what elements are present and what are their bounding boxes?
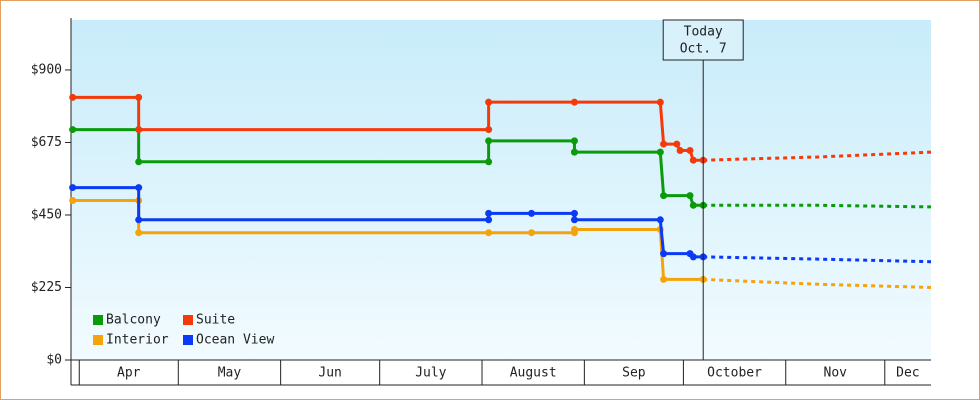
legend-swatch [183, 335, 193, 345]
price-point [135, 93, 143, 101]
y-tick-label: $225 [31, 280, 62, 295]
price-point [69, 126, 77, 134]
price-point [660, 275, 668, 283]
legend-label: Balcony [106, 313, 161, 328]
price-point [135, 126, 143, 134]
price-point [135, 216, 143, 224]
price-point [135, 158, 143, 166]
price-point [135, 184, 143, 192]
price-point [689, 201, 697, 209]
price-point [660, 192, 668, 200]
legend-label: Interior [106, 333, 169, 348]
price-point [686, 147, 694, 155]
legend-swatch [93, 335, 103, 345]
x-tick-label: Jun [318, 366, 341, 381]
price-point [570, 148, 578, 156]
forecast-line [703, 255, 932, 264]
price-point [570, 225, 578, 233]
price-point [528, 229, 536, 237]
x-tick-label: August [510, 366, 557, 381]
price-point [570, 137, 578, 145]
price-point [660, 250, 668, 258]
price-point [485, 126, 493, 134]
price-point [528, 209, 536, 217]
x-tick-label: May [218, 366, 242, 381]
y-tick-label: $900 [31, 62, 62, 77]
x-tick-label: Dec [896, 366, 919, 381]
y-tick-label: $0 [46, 353, 62, 368]
price-point [686, 192, 694, 200]
price-point [689, 156, 697, 164]
price-point [485, 158, 493, 166]
x-tick-label: July [415, 366, 446, 381]
x-tick-label: Sep [622, 366, 646, 381]
forecast-line [703, 150, 932, 162]
price-point [485, 229, 493, 237]
y-tick-label: $450 [31, 207, 62, 222]
price-point [485, 98, 493, 106]
x-tick-label: Apr [117, 366, 141, 381]
price-point [485, 137, 493, 145]
price-point [570, 216, 578, 224]
price-point [689, 253, 697, 261]
price-point [69, 93, 77, 101]
today-box [662, 19, 744, 61]
price-point [676, 147, 684, 155]
today-date: Oct. 7 [680, 42, 727, 57]
legend-label: Ocean View [196, 333, 274, 348]
price-point [485, 216, 493, 224]
legend-swatch [93, 315, 103, 325]
x-tick-label: Nov [824, 366, 848, 381]
price-point [656, 216, 664, 224]
legend-label: Suite [196, 313, 235, 328]
y-tick-label: $675 [31, 135, 62, 150]
price-point [69, 196, 77, 204]
price-point [656, 98, 664, 106]
price-point [69, 184, 77, 192]
price-point [570, 98, 578, 106]
legend-swatch [183, 315, 193, 325]
forecast-line [703, 277, 932, 289]
today-label: Today [684, 25, 723, 40]
price-point [673, 140, 681, 148]
price-point [135, 229, 143, 237]
forecast-line [703, 203, 932, 209]
price-point [485, 209, 493, 217]
price-point [656, 148, 664, 156]
price-point [660, 140, 668, 148]
plot-area [71, 20, 931, 360]
price-point [570, 209, 578, 217]
x-tick-label: October [707, 366, 762, 381]
